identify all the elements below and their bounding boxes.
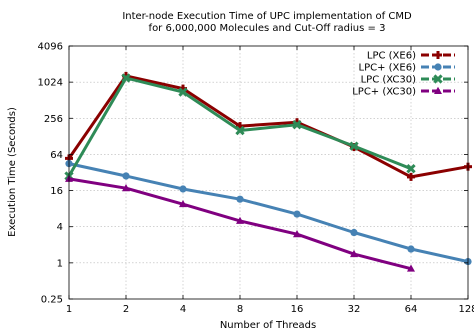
legend: LPC (XE6)LPC+ (XE6)LPC (XC30)LPC+ (XC30) [352, 51, 455, 98]
series-layer [64, 71, 472, 272]
series-4-point [293, 230, 301, 238]
x-tick-label: 64 [405, 304, 418, 315]
chart-title-line-1: Inter-node Execution Time of UPC impleme… [122, 11, 412, 22]
series-3-point [292, 120, 302, 130]
series-2-point [293, 210, 301, 218]
x-tick-label: 2 [123, 304, 129, 315]
series-4-point [350, 249, 358, 258]
x-axis-label: Number of Threads [220, 320, 316, 331]
legend-marker-2 [434, 63, 442, 71]
series-2-point [350, 228, 358, 237]
chart-title-line-2: for 6,000,000 Molecules and Cut-Off radi… [149, 23, 386, 34]
x-tick-label: 128 [458, 304, 474, 315]
series-3-point [235, 125, 245, 136]
y-tick-label: 0.25 [41, 295, 63, 306]
legend-marker-3 [433, 74, 443, 84]
x-tick-label: 1 [66, 304, 72, 315]
legend-marker-1 [434, 51, 442, 59]
x-tick-label: 16 [291, 304, 304, 315]
series-line-2 [68, 162, 469, 264]
series-2-point [122, 172, 130, 180]
y-tick-label: 1024 [38, 78, 63, 89]
y-tick-label: 256 [44, 114, 63, 125]
x-tick-label: 32 [348, 304, 361, 315]
series-3-point [406, 164, 416, 174]
y-axis-label: Execution Time (Seconds) [7, 107, 18, 237]
plot-frame [68, 45, 469, 300]
legend-marker-4 [434, 86, 442, 94]
y-tick-label: 4 [57, 222, 63, 233]
legend-entry-label-1: LPC (XE6) [367, 51, 416, 62]
series-2-point [179, 185, 187, 193]
series-line-1 [67, 74, 469, 179]
grid [69, 46, 468, 299]
series-2-point [236, 195, 244, 203]
series-3-point [178, 87, 188, 97]
series-3-point [121, 73, 131, 83]
series-4-point [407, 264, 415, 272]
series-2-point [407, 245, 415, 253]
series-3-point [349, 141, 359, 151]
legend-entry-label-2: LPC+ (XE6) [359, 63, 417, 74]
y-tick-label: 64 [50, 150, 63, 161]
series-4-point [179, 199, 187, 208]
y-tick-label: 1 [57, 258, 63, 269]
legend-entry-label-3: LPC (XC30) [361, 75, 416, 86]
series-4-point [236, 216, 244, 224]
y-tick-label: 16 [50, 186, 63, 197]
series-1-point [407, 172, 415, 181]
series-4-point [122, 184, 130, 192]
legend-entry-label-4: LPC+ (XC30) [352, 87, 416, 98]
x-tick-label: 4 [180, 304, 186, 315]
x-tick-label: 8 [237, 304, 243, 315]
y-tick-label: 4096 [38, 42, 63, 53]
